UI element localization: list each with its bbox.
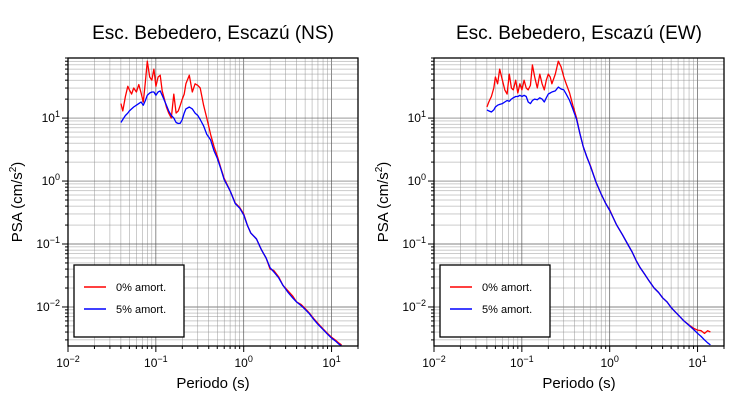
y-axis-label-tail: ): [9, 162, 26, 167]
legend-entry-label: 5% amort.: [116, 304, 166, 316]
y-tick-label-exponent: 0: [421, 172, 426, 182]
y-tick-label-exponent: −2: [416, 298, 426, 308]
y-tick-label-exponent: 0: [55, 172, 60, 182]
y-tick-label: 100: [408, 172, 426, 188]
y-tick-label-exponent: −2: [50, 298, 60, 308]
y-axis-label: PSA (cm/s2): [8, 162, 26, 243]
x-tick-label: 10−1: [510, 354, 534, 370]
y-axis-label-superscript: 2: [374, 166, 385, 172]
legend: 0% amort. 5% amort.: [439, 264, 551, 338]
x-tick-label-exponent: −1: [523, 354, 533, 364]
x-tick-label-base: 10: [322, 356, 336, 370]
y-tick-label: 10−2: [402, 298, 426, 314]
x-tick-label: 100: [601, 354, 619, 370]
chart-title: Esc. Bebedero, Escazú (EW): [456, 23, 702, 44]
y-tick-label: 10−1: [36, 235, 60, 251]
y-tick-label-exponent: −1: [416, 235, 426, 245]
x-tick-label-exponent: −2: [436, 354, 446, 364]
y-tick-label-exponent: 1: [55, 109, 60, 119]
plot-frame: [67, 57, 359, 347]
y-tick-label: 101: [408, 109, 426, 125]
plot-frame: [433, 57, 725, 347]
y-tick-label: 100: [42, 172, 60, 188]
y-tick-label-base: 10: [402, 300, 416, 314]
series-line-red: [120, 60, 342, 346]
x-tick-label: 100: [235, 354, 253, 370]
x-tick-label-exponent: −1: [157, 354, 167, 364]
x-axis-label: Periodo (s): [176, 375, 249, 392]
x-tick-label: 10−2: [422, 354, 446, 370]
x-tick-label: 10−2: [56, 354, 80, 370]
legend-entry-label: 5% amort.: [482, 304, 532, 316]
x-axis-label: Periodo (s): [542, 375, 615, 392]
x-tick-label-exponent: 1: [702, 354, 707, 364]
chart-title: Esc. Bebedero, Escazú (NS): [92, 23, 334, 44]
series-line-blue: [120, 90, 342, 347]
y-tick-label: 101: [42, 109, 60, 125]
y-tick-label-base: 10: [408, 111, 422, 125]
x-tick-label-exponent: 1: [336, 354, 341, 364]
y-tick-label-base: 10: [408, 174, 422, 188]
x-tick-label-base: 10: [601, 356, 615, 370]
y-tick-label-base: 10: [402, 237, 416, 251]
y-tick-label-base: 10: [42, 174, 56, 188]
y-axis-label-main: PSA (cm/s: [375, 172, 392, 242]
x-tick-label: 10−1: [144, 354, 168, 370]
y-axis-label: PSA (cm/s2): [374, 162, 392, 243]
legend-entry-label: 0% amort.: [482, 282, 532, 294]
legend-box: [73, 264, 185, 338]
x-tick-label-base: 10: [56, 356, 70, 370]
y-tick-label: 10−2: [36, 298, 60, 314]
y-tick-label-exponent: 1: [421, 109, 426, 119]
x-tick-label-base: 10: [144, 356, 158, 370]
x-tick-label-base: 10: [235, 356, 249, 370]
x-tick-label: 101: [322, 354, 340, 370]
y-axis-label-main: PSA (cm/s: [9, 172, 26, 242]
x-tick-label-base: 10: [688, 356, 702, 370]
legend-box: [439, 264, 551, 338]
series-line-blue: [486, 86, 711, 346]
legend: 0% amort. 5% amort.: [73, 264, 185, 338]
y-tick-label-base: 10: [36, 237, 50, 251]
y-tick-label-base: 10: [36, 300, 50, 314]
y-axis-label-tail: ): [375, 162, 392, 167]
y-axis-label-superscript: 2: [8, 166, 19, 172]
x-tick-label-exponent: 0: [614, 354, 619, 364]
y-tick-label: 10−1: [402, 235, 426, 251]
x-tick-label-base: 10: [510, 356, 524, 370]
y-tick-label-exponent: −1: [50, 235, 60, 245]
x-tick-label-base: 10: [422, 356, 436, 370]
legend-entry-label: 0% amort.: [116, 282, 166, 294]
x-tick-label-exponent: −2: [70, 354, 80, 364]
x-tick-label-exponent: 0: [248, 354, 253, 364]
x-tick-label: 101: [688, 354, 706, 370]
y-tick-label-base: 10: [42, 111, 56, 125]
